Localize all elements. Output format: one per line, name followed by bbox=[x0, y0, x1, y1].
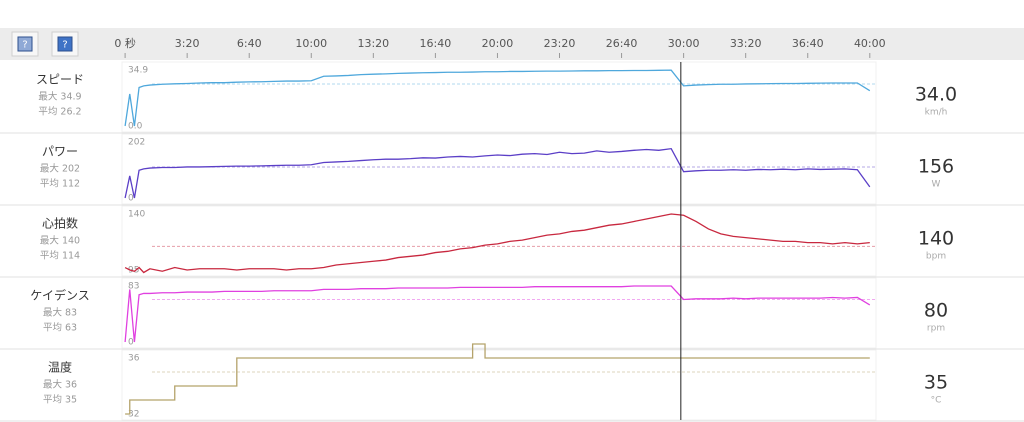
x-tick-label: 10:00 bbox=[295, 37, 327, 50]
x-tick-label: 6:40 bbox=[237, 37, 262, 50]
metric-title: 温度 bbox=[48, 360, 72, 375]
data-line bbox=[124, 285, 871, 343]
current-value: 156 bbox=[918, 156, 954, 178]
metric-average: 平均 114 bbox=[40, 250, 80, 262]
current-unit: °C bbox=[931, 396, 942, 406]
current-unit: W bbox=[932, 180, 941, 190]
x-tick-label: 26:40 bbox=[606, 37, 638, 50]
metric-title: スピード bbox=[36, 73, 84, 87]
current-value: 80 bbox=[924, 300, 948, 322]
data-line bbox=[124, 69, 871, 127]
metric-average: 平均 63 bbox=[43, 322, 77, 334]
x-tick-label: 23:20 bbox=[544, 37, 576, 50]
metric-average: 平均 26.2 bbox=[38, 106, 81, 118]
y-tick-label: 140 bbox=[128, 210, 145, 220]
data-line bbox=[124, 213, 870, 274]
metric-max: 最大 140 bbox=[40, 235, 80, 247]
data-line bbox=[125, 343, 870, 415]
help-icon-label[interactable]: ? bbox=[62, 40, 67, 51]
y-tick-label: 36 bbox=[128, 354, 140, 364]
y-tick-label: 0.0 bbox=[128, 122, 143, 132]
x-tick-label: 36:40 bbox=[792, 37, 824, 50]
plot-area bbox=[121, 61, 877, 133]
x-tick-label: 3:20 bbox=[175, 37, 200, 50]
x-tick-label: 0 秒 bbox=[114, 36, 136, 50]
current-unit: bpm bbox=[926, 252, 946, 262]
current-unit: rpm bbox=[927, 324, 945, 334]
y-tick-label: 202 bbox=[128, 138, 145, 148]
metric-max: 最大 202 bbox=[40, 163, 80, 175]
current-unit: km/h bbox=[925, 108, 948, 118]
x-tick-label: 33:20 bbox=[730, 37, 762, 50]
y-tick-label: 83 bbox=[128, 282, 139, 292]
y-tick-label: 34.9 bbox=[128, 66, 148, 76]
metric-average: 平均 112 bbox=[40, 178, 80, 190]
x-tick-label: 13:20 bbox=[357, 37, 389, 50]
help-icon-label[interactable]: ? bbox=[22, 40, 27, 51]
help-icon[interactable] bbox=[57, 36, 73, 52]
y-tick-label: 0 bbox=[128, 338, 134, 348]
y-tick-label: 32 bbox=[128, 410, 139, 420]
help-icon[interactable] bbox=[17, 36, 33, 52]
metric-max: 最大 34.9 bbox=[38, 91, 81, 103]
x-tick-label: 20:00 bbox=[482, 37, 514, 50]
current-value: 140 bbox=[918, 228, 954, 250]
metric-title: パワー bbox=[42, 145, 78, 159]
plot-area bbox=[121, 277, 877, 349]
plot-area bbox=[121, 205, 877, 277]
current-value: 35 bbox=[924, 372, 948, 394]
x-tick-label: 40:00 bbox=[854, 37, 886, 50]
metric-title: ケイデンス bbox=[30, 288, 90, 303]
current-value: 34.0 bbox=[915, 84, 957, 106]
toolbar-bar bbox=[0, 28, 1024, 60]
metric-max: 最大 36 bbox=[43, 379, 77, 391]
y-tick-label: 0 bbox=[128, 194, 134, 204]
x-tick-label: 30:00 bbox=[668, 37, 700, 50]
metric-average: 平均 35 bbox=[43, 394, 77, 406]
plot-area bbox=[121, 133, 877, 205]
x-tick-label: 16:40 bbox=[420, 37, 452, 50]
metric-max: 最大 83 bbox=[43, 307, 77, 319]
plot-area bbox=[121, 349, 877, 421]
metric-title: 心拍数 bbox=[42, 216, 78, 231]
data-line bbox=[124, 147, 871, 199]
